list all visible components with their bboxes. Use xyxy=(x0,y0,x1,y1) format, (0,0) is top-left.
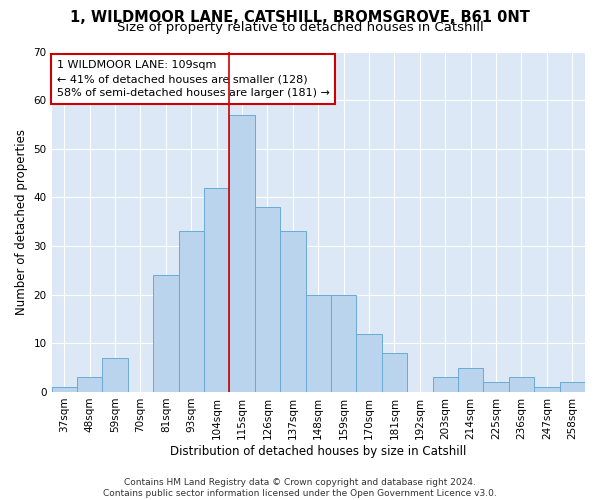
Bar xyxy=(280,232,305,392)
Bar xyxy=(382,353,407,392)
Bar xyxy=(153,275,179,392)
Bar xyxy=(77,378,103,392)
Bar xyxy=(305,294,331,392)
Bar xyxy=(433,378,458,392)
Bar xyxy=(229,114,255,392)
Bar xyxy=(560,382,585,392)
Bar xyxy=(103,358,128,392)
Bar xyxy=(331,294,356,392)
Bar xyxy=(534,387,560,392)
Text: Size of property relative to detached houses in Catshill: Size of property relative to detached ho… xyxy=(116,21,484,34)
X-axis label: Distribution of detached houses by size in Catshill: Distribution of detached houses by size … xyxy=(170,444,466,458)
Text: Contains HM Land Registry data © Crown copyright and database right 2024.
Contai: Contains HM Land Registry data © Crown c… xyxy=(103,478,497,498)
Bar xyxy=(509,378,534,392)
Text: 1 WILDMOOR LANE: 109sqm
← 41% of detached houses are smaller (128)
58% of semi-d: 1 WILDMOOR LANE: 109sqm ← 41% of detache… xyxy=(57,60,330,98)
Bar xyxy=(52,387,77,392)
Bar xyxy=(458,368,484,392)
Y-axis label: Number of detached properties: Number of detached properties xyxy=(15,128,28,314)
Bar xyxy=(255,207,280,392)
Bar xyxy=(179,232,204,392)
Bar xyxy=(484,382,509,392)
Bar xyxy=(356,334,382,392)
Text: 1, WILDMOOR LANE, CATSHILL, BROMSGROVE, B61 0NT: 1, WILDMOOR LANE, CATSHILL, BROMSGROVE, … xyxy=(70,10,530,25)
Bar xyxy=(204,188,229,392)
